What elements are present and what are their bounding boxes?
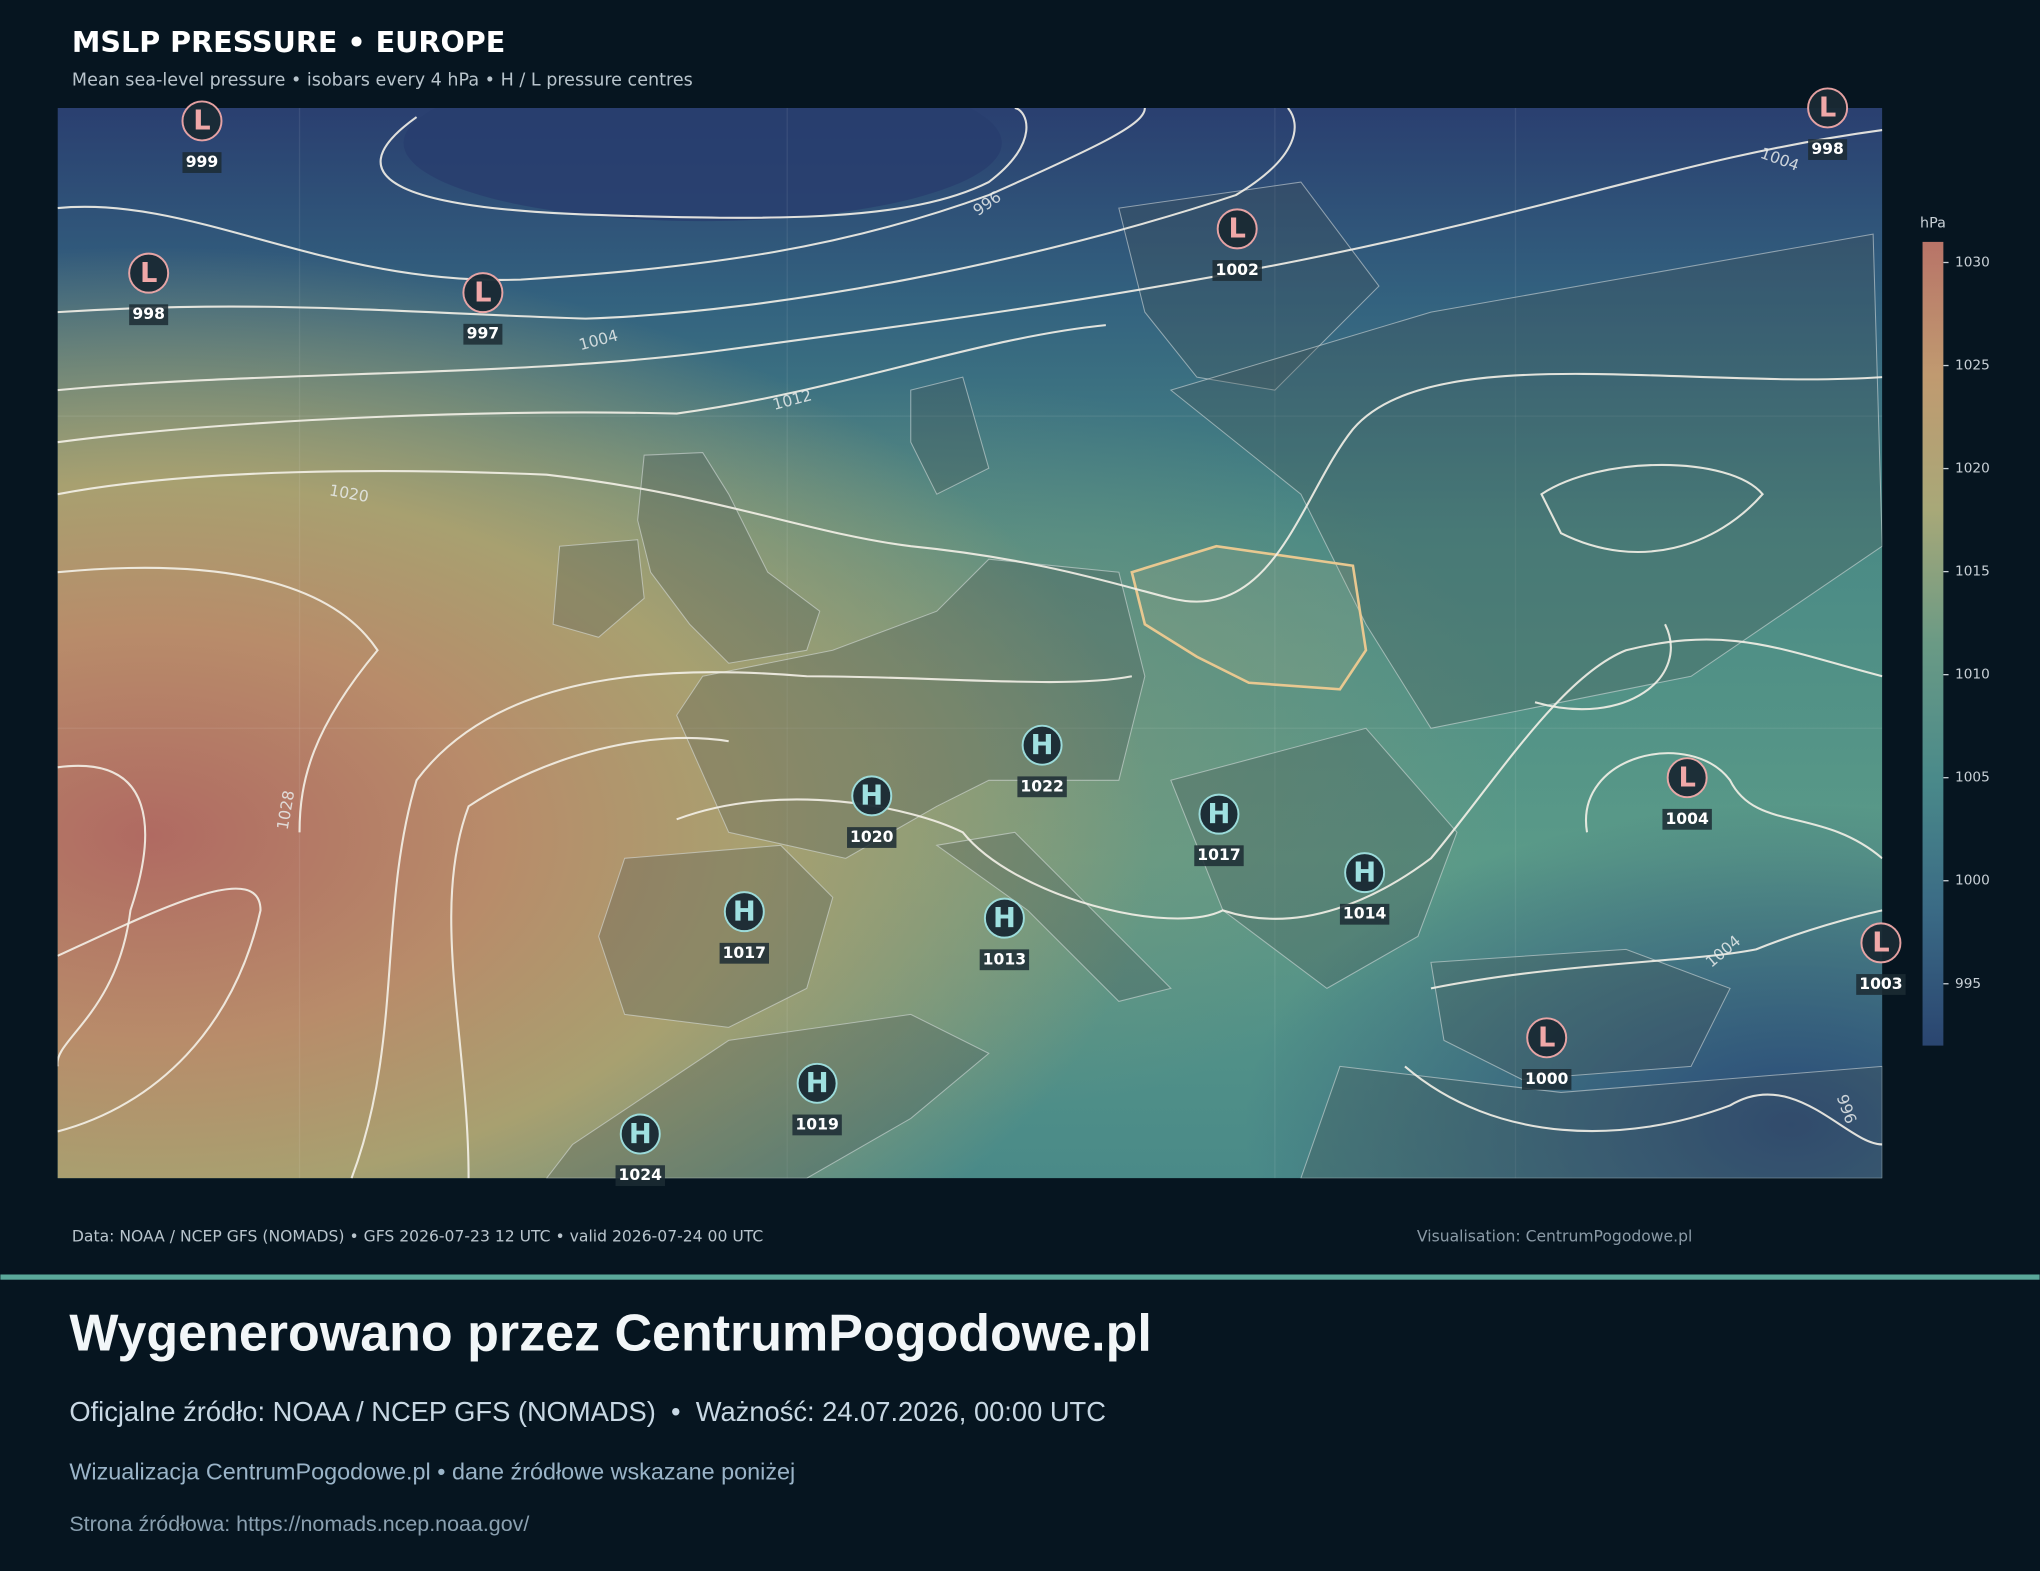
colorbar-tick-label: 1020 — [1955, 461, 1990, 477]
centre-marker — [1198, 793, 1240, 835]
centre-value-bg — [182, 152, 222, 173]
colorbar-tick-label: 1010 — [1955, 667, 1990, 683]
footer-credit: Visualisation: CentrumPogodowe.pl — [1417, 1227, 1692, 1245]
centre-marker — [181, 100, 223, 142]
colorbar-tick-label: 1005 — [1955, 770, 1990, 786]
centre-value-bg — [847, 827, 897, 848]
banner-subtitle: Oficjalne źródło: NOAA / NCEP GFS (NOMAD… — [69, 1396, 1106, 1427]
centre-value: 999 — [186, 153, 219, 171]
colorbar-tick-label: 1015 — [1955, 564, 1990, 580]
colorbar-unit: hPa — [1920, 216, 1946, 232]
centre-value: 1017 — [723, 944, 766, 962]
centre-type: H — [993, 903, 1016, 934]
centre-value: 1024 — [619, 1166, 663, 1184]
centre-value-bg — [1339, 903, 1390, 925]
centre-value: 1002 — [1215, 261, 1258, 279]
centre-value-bg — [979, 949, 1030, 971]
centre-value: 1019 — [795, 1115, 838, 1133]
map — [57, 107, 1883, 1179]
centre-value-bg — [792, 1114, 842, 1136]
centre-value-bg — [1856, 974, 1906, 995]
colorbar-tick-label: 1030 — [1955, 255, 1990, 271]
centre-marker — [1344, 852, 1386, 894]
centre-marker — [796, 1062, 838, 1104]
colorbar-tick-label: 1000 — [1955, 873, 1990, 889]
centre-marker — [1807, 87, 1849, 129]
colorbar-tick-label: 995 — [1955, 976, 1981, 992]
centre-value-bg — [1212, 260, 1262, 281]
centre-value: 1000 — [1525, 1070, 1569, 1088]
centre-type: H — [860, 781, 883, 812]
centre-marker — [1526, 1017, 1568, 1059]
centre-marker — [851, 775, 893, 817]
centre-type: L — [1538, 1023, 1555, 1054]
centre-value-bg — [463, 323, 503, 345]
centre-marker — [983, 897, 1025, 939]
centre-type: L — [1872, 928, 1889, 959]
centre-type: H — [806, 1068, 829, 1099]
centre-value: 1004 — [1665, 810, 1709, 828]
centre-type: L — [193, 106, 210, 137]
centre-value: 998 — [132, 305, 165, 323]
low-shade — [403, 107, 1002, 222]
centre-type: L — [1678, 762, 1695, 793]
footer-source: Data: NOAA / NCEP GFS (NOMADS) • GFS 202… — [72, 1227, 763, 1245]
centre-value: 997 — [467, 325, 500, 343]
centre-marker — [619, 1113, 661, 1155]
centre-type: L — [1228, 214, 1245, 245]
centre-type: H — [1031, 730, 1054, 761]
centre-marker — [1860, 922, 1902, 964]
banner-link: Strona źródłowa: https://nomads.ncep.noa… — [69, 1512, 529, 1536]
title: MSLP PRESSURE • EUROPE — [72, 25, 505, 59]
centre-marker — [1666, 757, 1708, 799]
centre-marker — [1216, 208, 1258, 250]
centre-type: L — [140, 258, 157, 289]
centre-type: H — [1353, 857, 1376, 888]
centre-value: 1017 — [1197, 846, 1240, 864]
centre-value-bg — [615, 1165, 665, 1187]
centre-value-bg — [1662, 808, 1712, 830]
banner-note: Wizualizacja CentrumPogodowe.pl • dane ź… — [69, 1459, 795, 1485]
centre-marker — [462, 272, 504, 314]
centre-value-bg — [719, 942, 770, 964]
centre-value-bg — [1017, 776, 1067, 798]
colorbar: 995 1000 1005 1010 1015 1020 1025 1030 — [1922, 241, 1990, 1046]
colorbar-tick-label: 1025 — [1955, 358, 1990, 374]
centre-marker — [723, 891, 765, 933]
centre-value-bg — [1194, 845, 1244, 867]
colorbar-scale — [1922, 241, 1944, 1046]
centre-value-bg — [1808, 139, 1848, 160]
centre-type: H — [733, 896, 756, 927]
grid — [57, 107, 1883, 1179]
banner-rule — [0, 1274, 2040, 1280]
centre-value: 1014 — [1343, 905, 1387, 923]
pressure-centres: L 999 L 998 L 997 L 1002 L 998 H 1022 H 1020 H 1017 H 101… — [128, 87, 1906, 1187]
centre-type: L — [474, 277, 491, 308]
centre-marker — [1021, 724, 1063, 766]
centre-type: L — [1819, 93, 1836, 124]
centre-value: 1022 — [1020, 777, 1063, 795]
isobars — [57, 107, 1883, 1179]
centre-value: 1020 — [850, 828, 894, 846]
centre-value-bg — [129, 304, 169, 326]
centre-value: 998 — [1811, 140, 1844, 158]
centre-type: H — [1208, 799, 1231, 830]
centre-type: H — [629, 1119, 652, 1150]
centre-value: 1003 — [1859, 975, 1902, 993]
banner-title: Wygenerowano przez CentrumPogodowe.pl — [69, 1305, 1151, 1363]
centre-value: 1013 — [983, 950, 1026, 968]
centre-value-bg — [1521, 1069, 1572, 1090]
centre-marker — [128, 252, 170, 294]
subtitle: Mean sea-level pressure • isobars every … — [72, 71, 693, 91]
